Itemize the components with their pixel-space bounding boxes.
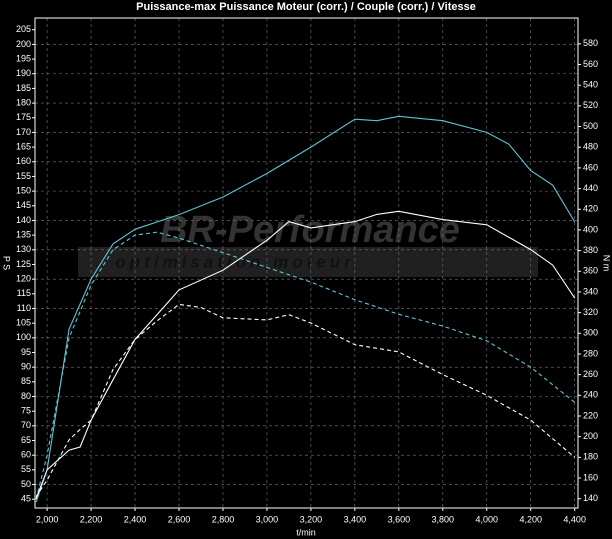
y-tick-label: 145 [16,200,31,210]
y-tick-label: 50 [21,479,31,489]
series-line [35,231,576,500]
y2-tick-label: 140 [583,493,598,503]
x-tick-label: 4,200 [519,514,542,524]
watermark: BR-Performance [160,209,460,251]
y2-tick-label: 300 [583,328,598,338]
y-tick-label: 105 [16,318,31,328]
y-tick-label: 155 [16,171,31,181]
y2-tick-label: 260 [583,369,598,379]
x-tick-label: 2,000 [36,514,59,524]
y-tick-label: 140 [16,215,31,225]
y-tick-label: 45 [21,494,31,504]
y-tick-label: 100 [16,332,31,342]
y-tick-label: 80 [21,391,31,401]
y-tick-label: 125 [16,259,31,269]
y-tick-label: 115 [17,288,31,298]
y-tick-label: 60 [21,450,31,460]
y2-tick-label: 480 [583,142,598,152]
y-tick-label: 185 [16,83,31,93]
y2-tick-label: 380 [583,245,598,255]
y-tick-label: 130 [16,244,31,254]
y-tick-label: 160 [16,156,31,166]
x-tick-label: 4,000 [476,514,499,524]
y2-tick-label: 160 [583,472,598,482]
y-tick-label: 55 [21,464,31,474]
y2-tick-label: 560 [583,59,598,69]
x-tick-label: 3,200 [300,514,323,524]
x-tick-label: 4,400 [563,514,586,524]
x-tick-label: 3,400 [344,514,367,524]
y-tick-label: 195 [16,53,31,63]
y-tick-label: 95 [21,347,31,357]
x-tick-label: 3,800 [432,514,455,524]
y-tick-label: 70 [21,420,31,430]
y-tick-label: 135 [16,230,31,240]
y-tick-label: 150 [16,185,31,195]
y2-tick-label: 360 [583,266,598,276]
y2-tick-label: 500 [583,121,598,131]
y-tick-label: 205 [16,24,31,34]
x-axis-label: t/min [296,527,316,537]
y-tick-label: 165 [16,141,31,151]
y-axis-label: P S [2,256,12,270]
y2-tick-label: 460 [583,162,598,172]
x-tick-label: 2,800 [212,514,235,524]
y-tick-label: 175 [16,112,31,122]
y2-tick-label: 520 [583,100,598,110]
y2-tick-label: 440 [583,183,598,193]
y2-tick-label: 420 [583,204,598,214]
x-tick-label: 2,200 [80,514,103,524]
series-line [35,115,576,503]
chart-title: Puissance-max Puissance Moteur (corr.) /… [136,1,476,13]
y-tick-label: 110 [17,303,31,313]
y2-tick-label: 180 [583,452,598,462]
plot-frame [34,17,579,509]
y-tick-label: 170 [16,127,31,137]
y2-tick-label: 540 [583,80,598,90]
x-tick-label: 3,000 [256,514,279,524]
y2-tick-label: 400 [583,224,598,234]
y-tick-label: 75 [21,406,31,416]
x-tick-label: 2,600 [168,514,191,524]
y2-tick-label: 280 [583,348,598,358]
y-tick-label: 200 [16,39,31,49]
y2-tick-label: 580 [583,38,598,48]
y2-tick-label: 200 [583,431,598,441]
y2-tick-label: 320 [583,307,598,317]
series-line [35,210,576,499]
y2-tick-label: 240 [583,390,598,400]
watermark-subtitle: optimisation moteur [115,252,354,271]
y-tick-label: 180 [16,97,31,107]
y2-axis-label: N m [602,255,612,272]
y-tick-label: 65 [21,435,31,445]
y-tick-label: 85 [21,376,31,386]
y-tick-label: 90 [21,362,31,372]
x-tick-label: 2,400 [124,514,147,524]
y2-tick-label: 340 [583,286,598,296]
y-tick-label: 190 [16,68,31,78]
y-tick-label: 120 [16,274,31,284]
watermark-band [78,247,538,277]
y2-tick-label: 220 [583,410,598,420]
x-tick-label: 3,600 [388,514,411,524]
